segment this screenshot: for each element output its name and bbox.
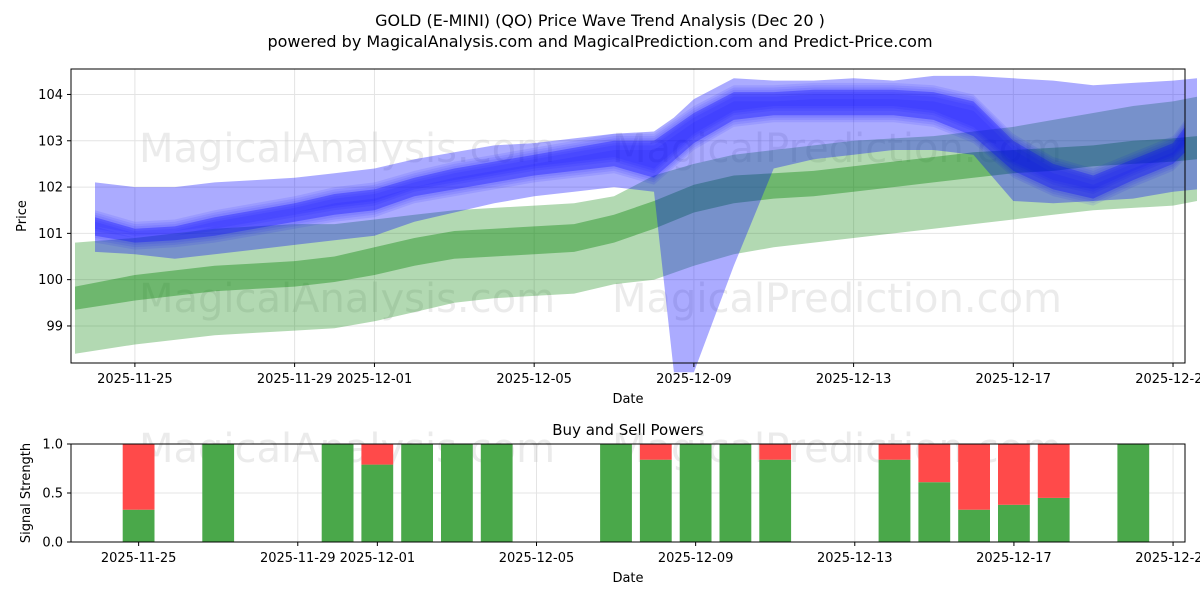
buy-sell-x-tick-label: 2025-11-25 — [101, 551, 177, 566]
buy-power-bar — [759, 459, 792, 542]
buy-power-bar — [401, 444, 433, 542]
buy-sell-x-tick-label: 2025-12-17 — [976, 551, 1052, 566]
buy-power-bar — [361, 464, 394, 542]
chart-subtitle: powered by MagicalAnalysis.com and Magic… — [267, 32, 932, 51]
sell-power-bar — [639, 444, 672, 460]
watermark: MagicalPrediction.com — [612, 426, 1062, 472]
price-x-tick-label: 2025-12-05 — [496, 372, 572, 387]
sell-power-bar — [361, 444, 394, 465]
blue-wave-envelope — [95, 75, 1197, 373]
price-x-tick-label: 2025-12-13 — [816, 372, 892, 387]
price-y-tick-label: 101 — [38, 227, 63, 242]
sell-power-bar — [998, 444, 1030, 505]
watermark: MagicalPrediction.com — [612, 126, 1062, 172]
green-inner-band — [75, 136, 1197, 310]
price-x-tick-label: 2025-12-21 — [1135, 372, 1200, 387]
price-ticks: 2025-11-25 2025-11-29 2025-12-01 2025-12-05… — [38, 88, 1200, 387]
buy-sell-x-tick-label: 2025-12-01 — [340, 551, 416, 566]
watermark: MagicalPrediction.com — [612, 276, 1062, 322]
chart-title: GOLD (E-MINI) (QO) Price Wave Trend Anal… — [375, 11, 825, 30]
buy-power-bar — [1037, 497, 1070, 542]
price-x-tick-label: 2025-11-25 — [97, 372, 173, 387]
buy-power-bar — [878, 459, 911, 542]
buy-sell-chart: Buy and Sell Powers MagicalAnalysis.com … — [19, 421, 1200, 586]
watermark: MagicalAnalysis.com — [139, 126, 555, 172]
buy-sell-y-tick-label: 1.0 — [42, 438, 63, 453]
price-y-tick-label: 102 — [38, 181, 63, 196]
buy-power-bar — [202, 444, 235, 542]
green-outer-band — [75, 96, 1197, 354]
buy-sell-x-tick-label: 2025-12-05 — [499, 551, 575, 566]
sell-power-bar — [122, 444, 155, 510]
sell-power-bar — [1037, 444, 1070, 498]
price-x-tick-label: 2025-11-29 — [257, 372, 333, 387]
watermark: MagicalAnalysis.com — [139, 276, 555, 322]
blue-wave-trace — [95, 82, 1185, 248]
price-x-tick-label: 2025-12-17 — [976, 372, 1052, 387]
buy-sell-title: Buy and Sell Powers — [552, 421, 704, 439]
price-series — [75, 75, 1197, 373]
buy-power-bar — [719, 444, 752, 542]
buy-sell-x-axis-label: Date — [612, 571, 643, 586]
blue-wave-core — [95, 89, 1185, 243]
price-y-tick-label: 99 — [46, 319, 63, 334]
sell-power-bar — [878, 444, 911, 460]
price-y-tick-label: 104 — [38, 88, 63, 103]
sell-power-bar — [918, 444, 951, 483]
price-plot-frame — [70, 68, 1186, 364]
buy-power-bar — [122, 509, 155, 542]
price-grid — [71, 69, 1185, 363]
price-y-tick-label: 100 — [38, 273, 63, 288]
blue-wave-trace — [95, 99, 1185, 238]
buy-power-bar — [321, 444, 354, 542]
sell-power-bar — [958, 444, 990, 510]
buy-sell-y-tick-label: 0.0 — [42, 536, 63, 551]
buy-power-bar — [958, 509, 990, 542]
buy-sell-y-axis-label: Signal Strength — [19, 443, 34, 543]
price-y-axis-label: Price — [15, 200, 30, 232]
blue-wave-trace — [95, 85, 1185, 234]
price-x-axis-label: Date — [612, 392, 643, 407]
buy-sell-x-tick-label: 2025-11-29 — [260, 551, 336, 566]
buy-power-bar — [639, 459, 672, 542]
buy-power-bar — [480, 444, 513, 542]
buy-sell-x-tick-label: 2025-12-13 — [817, 551, 893, 566]
blue-wave-trace — [95, 94, 1185, 236]
price-wave-chart: MagicalAnalysis.com MagicalPrediction.co… — [15, 68, 1200, 407]
blue-wave-trace — [95, 92, 1185, 250]
buy-power-bar — [600, 444, 632, 542]
buy-sell-bars — [122, 444, 1150, 542]
buy-sell-x-tick-label: 2025-12-21 — [1135, 551, 1200, 566]
buy-sell-y-tick-label: 0.5 — [42, 487, 63, 502]
price-x-tick-label: 2025-12-09 — [656, 372, 732, 387]
blue-wave-trace — [95, 87, 1185, 245]
price-x-tick-label: 2025-12-01 — [337, 372, 413, 387]
buy-power-bar — [918, 482, 951, 542]
buy-sell-ticks: 2025-11-25 2025-11-29 2025-12-01 2025-12-05… — [42, 438, 1200, 567]
buy-power-bar — [679, 444, 712, 542]
buy-power-bar — [998, 504, 1030, 542]
buy-power-bar — [441, 444, 473, 542]
buy-sell-x-tick-label: 2025-12-09 — [658, 551, 734, 566]
buy-power-bar — [1117, 444, 1150, 542]
price-y-tick-label: 103 — [38, 134, 63, 149]
sell-power-bar — [759, 444, 792, 460]
